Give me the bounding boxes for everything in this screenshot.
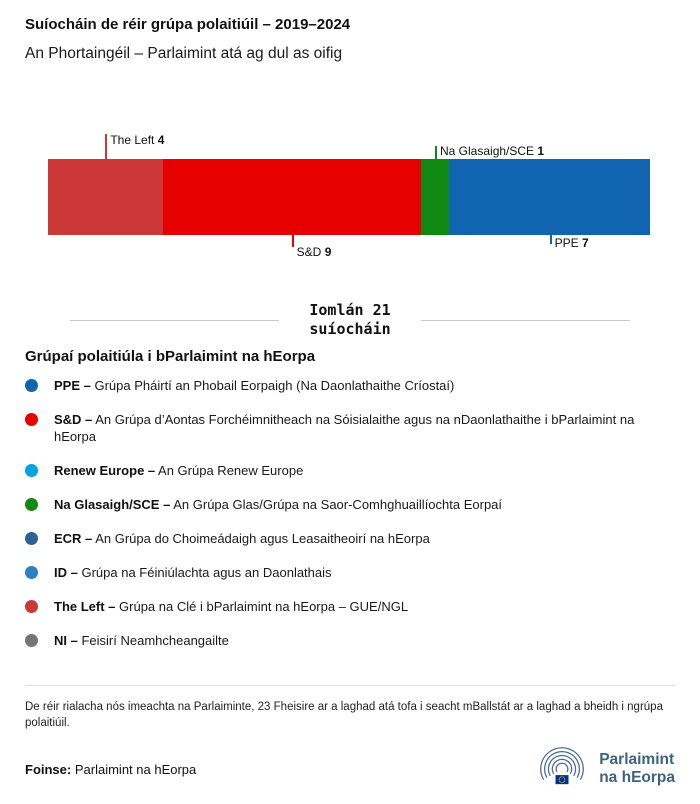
legend-text: PPE – Grúpa Pháirtí an Phobail Eorpaigh … (54, 377, 454, 394)
legend-description: Grúpa na Clé i bParlaimint na hEorpa – G… (119, 599, 409, 614)
footnote-divider (25, 685, 675, 686)
callout-tick (105, 134, 108, 159)
legend-label: The Left – (54, 599, 116, 614)
legend-text: NI – Feisirí Neamhcheangailte (54, 632, 229, 649)
bar-segment-ppe (449, 159, 651, 235)
legend-item-id: ID – Grúpa na Féiniúlachta agus an Daonl… (25, 564, 675, 581)
callout-tick (435, 146, 437, 159)
legend-item-left: The Left – Grúpa na Clé i bParlaimint na… (25, 598, 675, 615)
ecr-color-dot (25, 532, 38, 545)
legend-heading: Grúpaí polaitiúla i bParlaimint na hEorp… (25, 348, 316, 365)
page-subtitle: An Phortaingéil – Parlaimint atá ag dul … (25, 45, 343, 62)
callout-label: S&D 9 (296, 245, 332, 259)
callouts-bottom: S&D 9 PPE 7 (48, 235, 650, 265)
greens-color-dot (25, 498, 38, 511)
callouts-top: The Left 4 Na Glasaigh/SCE 1 (48, 133, 650, 159)
legend-text: Na Glasaigh/SCE – An Grúpa Glas/Grúpa na… (54, 496, 502, 513)
total-line1: Iomlán 21 (309, 301, 391, 319)
rule-left (70, 319, 280, 321)
ni-color-dot (25, 634, 38, 647)
bar-segment-na-glasaigh-sce (420, 159, 450, 235)
legend-label: ECR – (54, 531, 93, 546)
sd-color-dot (25, 413, 38, 426)
stacked-bar (48, 159, 651, 235)
footer: Foinse: Parlaimint na hEorpa (25, 747, 675, 791)
page-title: Suíocháin de réir grúpa polaitiúil – 201… (25, 16, 351, 33)
legend-item-ppe: PPE – Grúpa Pháirtí an Phobail Eorpaigh … (25, 377, 675, 394)
total-line2: suíocháin (309, 320, 391, 338)
legend-list: PPE – Grúpa Pháirtí an Phobail Eorpaigh … (25, 377, 675, 649)
ep-logo-line1: Parlaimint (599, 751, 675, 769)
footnote: De réir rialacha nós imeachta na Parlaim… (25, 701, 663, 729)
legend-text: Renew Europe – An Grúpa Renew Europe (54, 462, 303, 479)
seat-chart: The Left 4 Na Glasaigh/SCE 1 S&D 9 PPE 7 (48, 133, 651, 265)
legend-item-ni: NI – Feisirí Neamhcheangailte (25, 632, 675, 649)
legend-item-greens: Na Glasaigh/SCE – An Grúpa Glas/Grúpa na… (25, 496, 675, 513)
legend-description: An Grúpa do Choimeádaigh agus Leasaitheo… (95, 531, 430, 546)
legend-label: Na Glasaigh/SCE – (54, 497, 171, 512)
legend-description: Grúpa na Féiniúlachta agus an Daonlathai… (81, 565, 332, 580)
callout-label: PPE 7 (554, 236, 589, 250)
legend-text: S&D – An Grúpa d’Aontas Forchéimnitheach… (54, 411, 675, 445)
ep-logo-text: Parlaimint na hEorpa (599, 751, 675, 787)
bar-segment-s-d (162, 159, 421, 235)
bar-segment-the-left (48, 159, 163, 235)
rule-right (420, 319, 630, 321)
source: Foinse: Parlaimint na hEorpa (25, 762, 196, 777)
header: Suíocháin de réir grúpa polaitiúil – 201… (25, 16, 675, 63)
ppe-color-dot (25, 379, 38, 392)
european-parliament-logo-icon (540, 747, 585, 785)
eu-flag-icon (555, 774, 570, 785)
source-text: Parlaimint na hEorpa (74, 761, 197, 777)
legend-description: An Grúpa d’Aontas Forchéimnitheach na Só… (54, 412, 635, 444)
callout-tick (549, 235, 552, 244)
legend-description: Feisirí Neamhcheangailte (81, 633, 229, 648)
legend-text: ECR – An Grúpa do Choimeádaigh agus Leas… (54, 530, 430, 547)
legend-label: S&D – (54, 412, 93, 427)
source-label: Foinse: (25, 761, 72, 777)
total-seats-label: Iomlán 21 suíocháin (309, 301, 390, 339)
callout-tick (291, 235, 294, 247)
legend-item-sd: S&D – An Grúpa d’Aontas Forchéimnitheach… (25, 411, 675, 445)
legend-description: An Grúpa Glas/Grúpa na Saor-Comhghuaillí… (173, 497, 503, 512)
ep-logo-line2: na hEorpa (599, 769, 675, 786)
legend-label: Renew Europe – (54, 463, 156, 478)
total-row: Iomlán 21 suíocháin (70, 301, 630, 339)
legend-item-renew: Renew Europe – An Grúpa Renew Europe (25, 462, 675, 479)
id-color-dot (25, 566, 38, 579)
ep-logo-block: Parlaimint na hEorpa (533, 747, 675, 791)
renew-color-dot (25, 464, 38, 477)
callout-label: The Left 4 (110, 133, 165, 147)
callout-label: Na Glasaigh/SCE 1 (440, 144, 545, 158)
legend-text: ID – Grúpa na Féiniúlachta agus an Daonl… (54, 564, 332, 581)
legend-text: The Left – Grúpa na Clé i bParlaimint na… (54, 598, 408, 615)
legend-item-ecr: ECR – An Grúpa do Choimeádaigh agus Leas… (25, 530, 675, 547)
legend-label: NI – (54, 633, 78, 648)
legend-label: PPE – (54, 378, 91, 393)
legend-description: An Grúpa Renew Europe (158, 463, 304, 478)
legend-label: ID – (54, 565, 78, 580)
left-color-dot (25, 600, 38, 613)
legend-description: Grúpa Pháirtí an Phobail Eorpaigh (Na Da… (94, 378, 455, 393)
